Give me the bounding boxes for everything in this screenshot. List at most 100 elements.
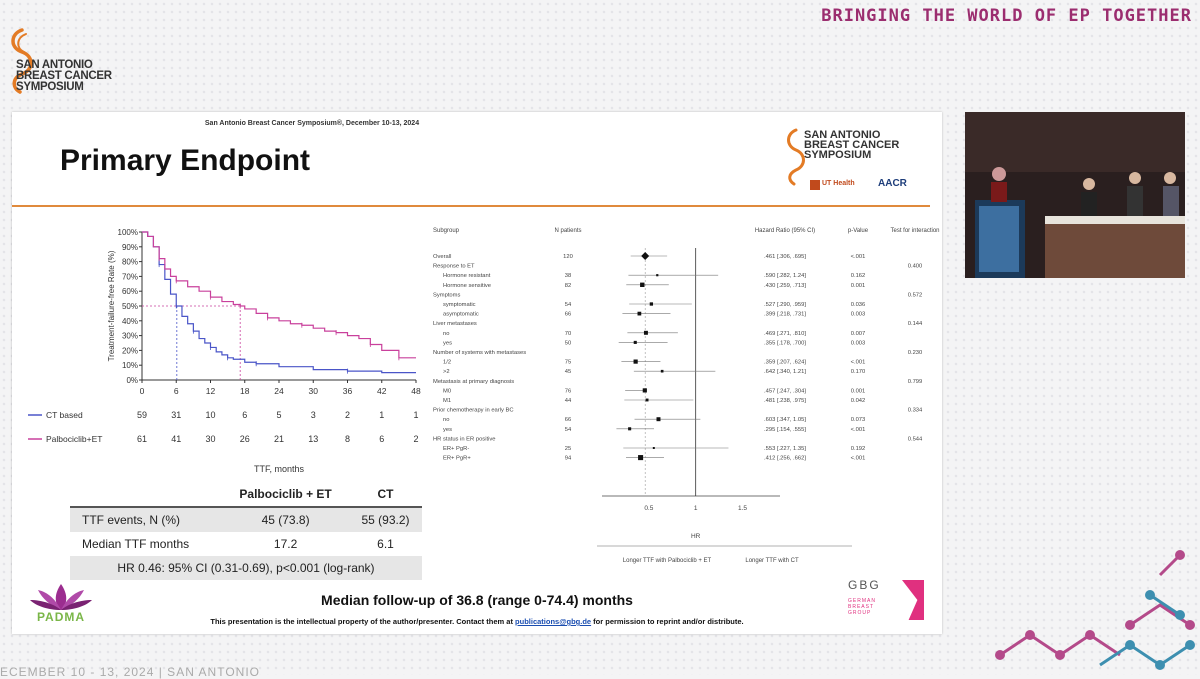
speaker-figure: [992, 167, 1006, 181]
forest-row-label: Response to ET: [433, 264, 475, 270]
forest-row-n: 54: [565, 427, 572, 433]
forest-favors-left: Longer TTF with Palbociclib + ET: [623, 558, 712, 564]
forest-header: N patients: [554, 228, 581, 234]
forest-row-n: 94: [565, 456, 572, 462]
logo-line: SYMPOSIUM: [16, 81, 84, 93]
forest-header: p-Value: [848, 228, 869, 234]
forest-row-label: Metastasis at primary diagnosis: [433, 379, 514, 385]
forest-row-label: Hormone sensitive: [443, 283, 491, 289]
km-series-line-palbociclib: [142, 231, 416, 359]
at-risk-value: 8: [345, 434, 350, 444]
panelist-figure: [1164, 172, 1176, 184]
title-divider: [12, 205, 930, 207]
forest-row-interaction: 0.572: [908, 292, 923, 298]
forest-row-hr: .461 [.306, .695]: [764, 254, 806, 260]
forest-point-estimate: [628, 427, 632, 431]
forest-row-hr: .553 [.227, 1.35]: [764, 446, 806, 452]
legend-label: CT based: [46, 410, 83, 420]
y-tick-label: 0%: [126, 376, 138, 385]
slide-sabcs-logo: SAN ANTONIO BREAST CANCER SYMPOSIUM UT H…: [782, 124, 932, 200]
at-risk-value: 10: [205, 410, 215, 420]
forest-row-n: 45: [565, 369, 571, 375]
sabcs-frame-logo: SAN ANTONIO BREAST CANCER SYMPOSIUM: [4, 26, 134, 106]
at-risk-value: 41: [171, 434, 181, 444]
slide-logo-graphic: [787, 128, 894, 190]
at-risk-value: 1: [379, 410, 384, 420]
x-tick-label: 42: [377, 386, 387, 396]
forest-row-hr: .642 [.340, 1.21]: [764, 369, 806, 375]
at-risk-value: 2: [345, 410, 350, 420]
x-tick-label: 30: [309, 386, 319, 396]
y-tick-label: 100%: [118, 228, 138, 237]
y-tick-label: 90%: [122, 243, 138, 252]
forest-row-label: no: [443, 331, 449, 337]
gbg-subline: GERMAN: [848, 598, 876, 604]
at-risk-value: 31: [171, 410, 181, 420]
forest-row-hr: .355 [.178, .700]: [764, 340, 806, 346]
y-tick-label: 60%: [122, 287, 138, 296]
conference-line: San Antonio Breast Cancer Symposium®, De…: [204, 120, 420, 127]
forest-row-label: Hormone resistant: [443, 273, 491, 279]
forest-row-p: 0.036: [851, 302, 866, 308]
forest-row-label: asymptomatic: [443, 312, 479, 318]
y-tick-label: 30%: [122, 332, 138, 341]
forest-row-p: <.001: [851, 254, 866, 260]
gbg-subline: BREAST: [848, 604, 875, 610]
table-cell: TTF events, N (%): [70, 507, 223, 532]
forest-row-label: M1: [443, 398, 451, 404]
logo-line: BREAST CANCER: [16, 70, 112, 82]
forest-row-label: Liver metastases: [433, 321, 477, 327]
gbg-label: GBG: [848, 578, 881, 592]
publications-email-link[interactable]: publications@gbg.de: [515, 617, 592, 626]
forest-row-hr: .359 [.207, .624]: [764, 360, 806, 366]
at-risk-value: 13: [308, 434, 318, 444]
forest-point-estimate: [656, 417, 661, 422]
table-cell: 55 (93.2): [349, 507, 422, 532]
forest-point-estimate: [645, 398, 649, 402]
forest-row-p: <.001: [851, 456, 866, 462]
forest-x-label: HR: [691, 533, 701, 540]
gbg-sublabel: GERMAN BREAST GROUP: [848, 598, 876, 616]
padma-logo: PADMA: [26, 580, 96, 626]
table-cell: 45 (73.8): [222, 507, 350, 532]
forest-row-n: 66: [565, 417, 571, 423]
forest-row-interaction: 0.799: [908, 379, 923, 385]
forest-favors-right: Longer TTF with CT: [745, 558, 799, 564]
ttf-summary-table: Palbociclib + ET CT TTF events, N (%) 45…: [70, 482, 422, 580]
forest-point-estimate: [637, 311, 642, 316]
ip-text: for permission to reprint and/or distrib…: [591, 617, 744, 626]
y-tick-label: 40%: [122, 317, 138, 326]
forest-row-hr: .603 [.347, 1.05]: [764, 417, 806, 423]
forest-row-n: 44: [565, 398, 572, 404]
forest-header: Subgroup: [433, 228, 460, 234]
padma-label: PADMA: [36, 610, 86, 624]
forest-row-label: ER+ PgR+: [443, 456, 471, 462]
at-risk-value: 2: [413, 434, 418, 444]
forest-point-estimate: [642, 388, 647, 393]
at-risk-value: 1: [413, 410, 418, 420]
forest-row-hr: .481 [.238, .975]: [764, 398, 806, 404]
forest-row-hr: .399 [.218, .731]: [764, 312, 806, 318]
ribbon-icon: [11, 28, 33, 94]
forest-row-p: 0.001: [851, 388, 866, 394]
at-risk-value: 3: [311, 410, 316, 420]
forest-point-estimate: [633, 359, 638, 364]
gbg-subline: GROUP: [848, 610, 872, 616]
x-tick-label: 12: [206, 386, 216, 396]
presentation-slide: San Antonio Breast Cancer Symposium®, De…: [12, 112, 942, 634]
at-risk-value: 30: [205, 434, 215, 444]
ut-health-mark: [810, 180, 820, 190]
forest-row-label: symptomatic: [443, 302, 476, 308]
gbg-mark: [902, 580, 924, 620]
lotus-icon: [30, 584, 92, 610]
ip-notice: This presentation is the intellectual pr…: [12, 617, 942, 626]
forest-row-p: 0.003: [851, 312, 866, 318]
forest-row-p: 0.007: [851, 331, 866, 337]
forest-row-p: <.001: [851, 427, 866, 433]
forest-row-n: 70: [565, 331, 571, 337]
y-tick-label: 70%: [122, 272, 138, 281]
forest-point-estimate: [638, 455, 644, 461]
table-row: TTF events, N (%) 45 (73.8) 55 (93.2): [70, 507, 422, 532]
at-risk-value: 6: [242, 410, 247, 420]
forest-row-n: 38: [565, 273, 571, 279]
